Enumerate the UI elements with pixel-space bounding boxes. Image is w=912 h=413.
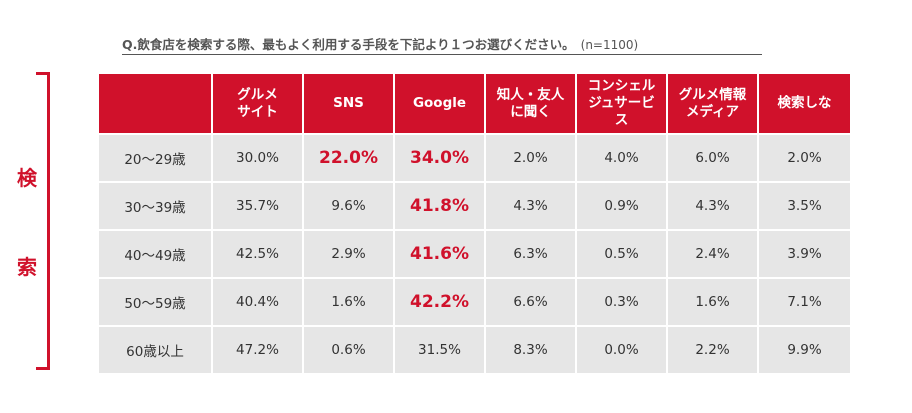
table-cell: 41.6% [395, 231, 484, 277]
row-label: 50〜59歳 [99, 279, 211, 325]
side-label-char-2: 索 [17, 255, 37, 279]
side-bracket [36, 72, 50, 370]
table-cell: 22.0% [304, 135, 393, 181]
table-row: 40〜49歳 42.5% 2.9% 41.6% 6.3% 0.5% 2.4% 3.9% [99, 231, 850, 277]
table-cell: 3.5% [759, 183, 850, 229]
table-cell: 7.1% [759, 279, 850, 325]
row-label: 30〜39歳 [99, 183, 211, 229]
table-cell: 4.3% [668, 183, 757, 229]
column-header: コンシェル ジュサービ ス [577, 74, 666, 133]
table-row: 30〜39歳 35.7% 9.6% 41.8% 4.3% 0.9% 4.3% 3.5% [99, 183, 850, 229]
table-cell: 6.6% [486, 279, 575, 325]
table-row: 60歳以上 47.2% 0.6% 31.5% 8.3% 0.0% 2.2% 9.9% [99, 327, 850, 373]
table-cell: 2.4% [668, 231, 757, 277]
table-cell: 1.6% [304, 279, 393, 325]
table-cell: 6.0% [668, 135, 757, 181]
table-cell: 9.6% [304, 183, 393, 229]
row-label: 40〜49歳 [99, 231, 211, 277]
table-row: 20〜29歳 30.0% 22.0% 34.0% 2.0% 4.0% 6.0% 2.0% [99, 135, 850, 181]
column-header: グルメ サイト [213, 74, 302, 133]
column-header: Google [395, 74, 484, 133]
table-body: 20〜29歳 30.0% 22.0% 34.0% 2.0% 4.0% 6.0% 2.0% 30〜… [99, 135, 850, 373]
table-cell: 9.9% [759, 327, 850, 373]
table-cell: 2.9% [304, 231, 393, 277]
table-cell: 2.0% [486, 135, 575, 181]
table-header-row: グルメ サイト SNS Google 知人・友人 に聞く コンシェル ジュサービ スグル… [99, 74, 850, 133]
table-cell: 42.2% [395, 279, 484, 325]
table-cell: 41.8% [395, 183, 484, 229]
table-cell: 30.0% [213, 135, 302, 181]
table-cell: 1.6% [668, 279, 757, 325]
table-cell: 31.5% [395, 327, 484, 373]
header-corner [99, 74, 211, 133]
table-cell: 35.7% [213, 183, 302, 229]
row-label: 20〜29歳 [99, 135, 211, 181]
table-cell: 8.3% [486, 327, 575, 373]
column-header: 知人・友人 に聞く [486, 74, 575, 133]
side-label-char-1: 検 [17, 166, 37, 190]
table-cell: 0.5% [577, 231, 666, 277]
results-table: グルメ サイト SNS Google 知人・友人 に聞く コンシェル ジュサービ スグル… [97, 72, 852, 375]
column-header: グルメ情報 メディア [668, 74, 757, 133]
table-cell: 0.6% [304, 327, 393, 373]
table-cell: 40.4% [213, 279, 302, 325]
table-cell: 2.0% [759, 135, 850, 181]
row-label: 60歳以上 [99, 327, 211, 373]
table-cell: 2.2% [668, 327, 757, 373]
table-cell: 0.9% [577, 183, 666, 229]
table-cell: 0.3% [577, 279, 666, 325]
table-cell: 6.3% [486, 231, 575, 277]
table-cell: 34.0% [395, 135, 484, 181]
sample-size: (n=1100) [580, 38, 639, 52]
table-cell: 0.0% [577, 327, 666, 373]
column-header: SNS [304, 74, 393, 133]
table-cell: 47.2% [213, 327, 302, 373]
table-cell: 42.5% [213, 231, 302, 277]
table-cell: 4.3% [486, 183, 575, 229]
column-header: 検索しな [759, 74, 850, 133]
table-row: 50〜59歳 40.4% 1.6% 42.2% 6.6% 0.3% 1.6% 7.1% [99, 279, 850, 325]
table-cell: 4.0% [577, 135, 666, 181]
table-cell: 3.9% [759, 231, 850, 277]
question-text: Q.飲食店を検索する際、最もよく利用する手段を下記より１つお選びください。 [122, 37, 575, 52]
question-title: Q.飲食店を検索する際、最もよく利用する手段を下記より１つお選びください。 (n=… [122, 36, 762, 55]
